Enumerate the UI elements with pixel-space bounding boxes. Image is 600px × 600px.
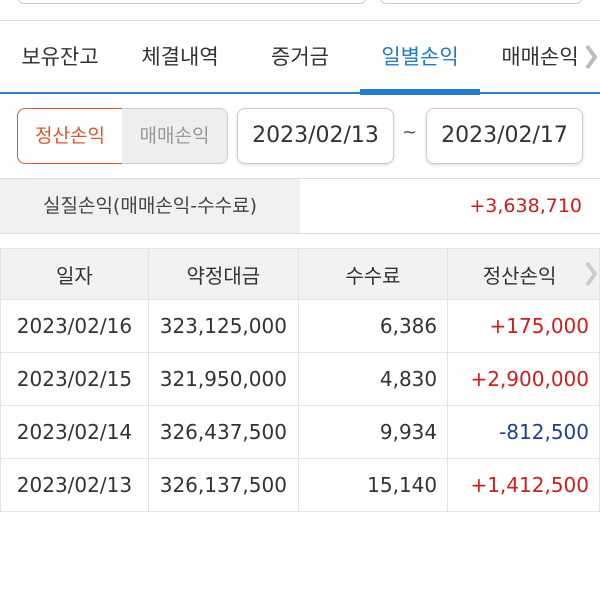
daily-pnl-table: 일자 약정대금 수수료 정산손익 2023/02/16 323,125,000 6,… <box>0 248 600 512</box>
table-header: 일자 약정대금 수수료 정산손익 <box>0 248 600 300</box>
start-date-field[interactable]: 2023/02/13 <box>237 108 394 164</box>
tab-holdings[interactable]: 보유잔고 <box>21 45 99 69</box>
cell-amount: 323,125,000 <box>147 299 299 353</box>
tab-executions[interactable]: 체결내역 <box>141 45 219 69</box>
end-date-field[interactable]: 2023/02/17 <box>426 108 583 164</box>
cell-date: 2023/02/14 <box>0 405 149 459</box>
settle-pnl-toggle[interactable]: 정산손익 <box>17 108 123 164</box>
cell-amount: 321,950,000 <box>147 352 299 406</box>
tab-margin[interactable]: 증거금 <box>271 45 329 69</box>
cell-fee: 15,140 <box>297 458 449 512</box>
summary-value: +3,638,710 <box>469 195 582 217</box>
summary-label: 실질손익(매매손익-수수료) <box>0 179 300 233</box>
cell-pnl: +1,412,500 <box>447 458 600 512</box>
table-row[interactable]: 2023/02/14 326,437,500 9,934 -812,500 <box>0 405 600 459</box>
cell-date: 2023/02/15 <box>0 352 149 406</box>
cell-amount: 326,437,500 <box>147 405 299 459</box>
header-fee: 수수료 <box>297 248 449 300</box>
tab-daily-pnl[interactable]: 일별손익 <box>360 21 480 95</box>
cell-date: 2023/02/13 <box>0 458 149 512</box>
tab-bar: 보유잔고 체결내역 증거금 일별손익 매매손익 <box>0 20 600 95</box>
tab-trade-pnl[interactable]: 매매손익 <box>501 45 579 69</box>
header-date: 일자 <box>0 248 149 300</box>
table-row[interactable]: 2023/02/16 323,125,000 6,386 +175,000 <box>0 299 600 353</box>
cell-fee: 4,830 <box>297 352 449 406</box>
top-field-right[interactable] <box>380 0 582 4</box>
cell-fee: 6,386 <box>297 299 449 353</box>
table-row[interactable]: 2023/02/13 326,137,500 15,140 +1,412,500 <box>0 458 600 512</box>
cell-amount: 326,137,500 <box>147 458 299 512</box>
cell-pnl: +175,000 <box>447 299 600 353</box>
table-row[interactable]: 2023/02/15 321,950,000 4,830 +2,900,000 <box>0 352 600 406</box>
cell-fee: 9,934 <box>297 405 449 459</box>
summary-row: 실질손익(매매손익-수수료) +3,638,710 <box>0 178 600 234</box>
header-pnl-label: 정산손익 <box>482 263 557 288</box>
trade-pnl-toggle[interactable]: 매매손익 <box>122 108 228 164</box>
date-separator: ~ <box>402 122 418 143</box>
chevron-right-icon[interactable] <box>585 261 597 287</box>
cell-pnl: -812,500 <box>447 405 600 459</box>
cell-pnl: +2,900,000 <box>447 352 600 406</box>
chevron-right-icon[interactable] <box>584 43 598 71</box>
top-field-left[interactable] <box>18 0 366 4</box>
cell-date: 2023/02/16 <box>0 299 149 353</box>
header-pnl: 정산손익 <box>447 248 600 300</box>
header-amount: 약정대금 <box>147 248 299 300</box>
